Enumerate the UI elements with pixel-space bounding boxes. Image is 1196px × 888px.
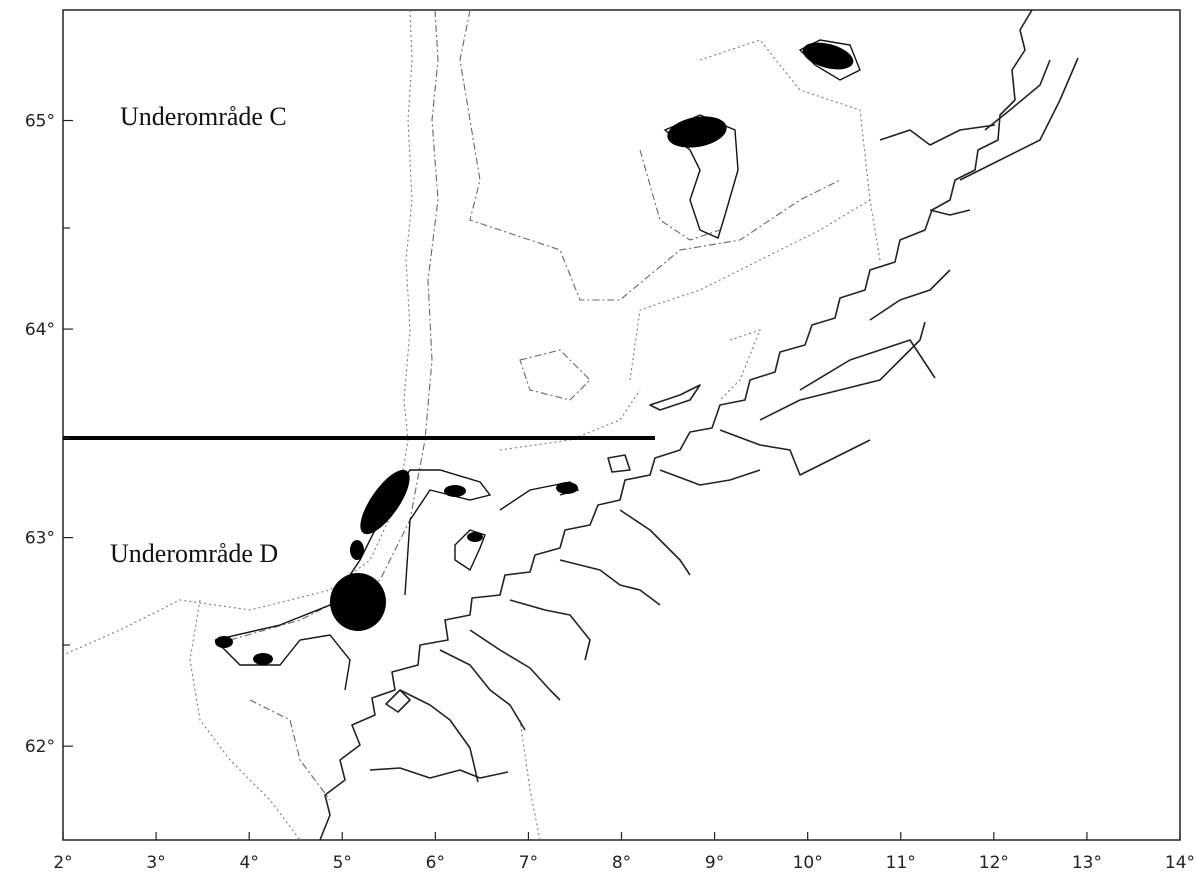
x-tick-label: 12° (979, 853, 1009, 873)
x-tick-label: 13° (1072, 853, 1102, 873)
coastline (319, 9, 1079, 841)
y-tick-label: 64° (25, 320, 55, 340)
x-tick-label: 7° (519, 853, 538, 873)
x-tick-label: 5° (333, 853, 352, 873)
zones (214, 39, 861, 691)
x-tick-label: 2° (53, 853, 72, 873)
x-tick-label: 4° (240, 853, 259, 873)
map-frame (62, 9, 1181, 841)
y-tick-label: 63° (25, 529, 55, 549)
x-tick-label: 6° (426, 853, 445, 873)
x-tick-label: 3° (146, 853, 165, 873)
blobs (215, 42, 854, 665)
region-label: Underområde D (110, 539, 278, 568)
x-tick-label: 10° (793, 853, 823, 873)
minor-ticks (63, 227, 70, 646)
depth-contours (62, 9, 881, 841)
x-tick-label: 14° (1165, 853, 1195, 873)
x-tick-label: 11° (886, 853, 916, 873)
x-tick-label: 8° (612, 853, 631, 873)
x-tick-label: 9° (705, 853, 724, 873)
region-label: Underområde C (120, 102, 287, 131)
y-tick-label: 65° (25, 112, 55, 132)
y-tick-label: 62° (25, 737, 55, 757)
